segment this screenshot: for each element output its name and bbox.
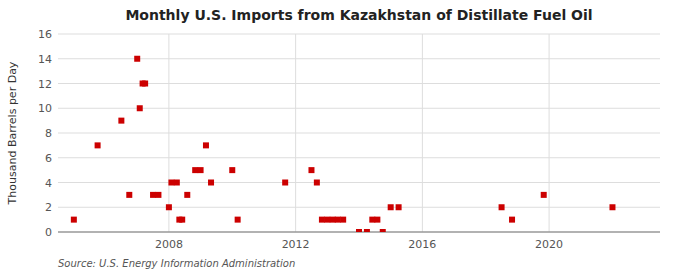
point <box>174 180 180 186</box>
points <box>71 56 616 232</box>
x-grid-line <box>422 34 423 232</box>
point <box>229 167 235 173</box>
y-tick-label: 10 <box>38 102 52 115</box>
y-tick-label: 4 <box>45 177 52 190</box>
x-grid-line <box>549 34 550 232</box>
x-tick-label: 2008 <box>155 238 183 251</box>
point <box>134 56 140 62</box>
point <box>184 192 190 198</box>
point <box>308 167 314 173</box>
point <box>71 217 77 223</box>
y-tick-label: 0 <box>45 226 52 239</box>
y-grid-line <box>58 207 660 208</box>
point <box>203 142 209 148</box>
point <box>126 192 132 198</box>
point <box>388 204 394 210</box>
y-axis-label: Thousand Barrels per Day <box>6 61 19 205</box>
chart: Monthly U.S. Imports from Kazakhstan of … <box>0 0 675 275</box>
y-grid-line <box>58 108 660 109</box>
y-grid-line <box>58 83 660 84</box>
point <box>235 217 241 223</box>
x-tick-label: 2020 <box>535 238 563 251</box>
point <box>137 105 143 111</box>
y-tick-label: 2 <box>45 201 52 214</box>
point <box>166 204 172 210</box>
point <box>282 180 288 186</box>
y-tick-label: 6 <box>45 152 52 165</box>
grid <box>58 34 660 232</box>
point <box>324 217 330 223</box>
point <box>499 204 505 210</box>
point <box>198 167 204 173</box>
title: Monthly U.S. Imports from Kazakhstan of … <box>125 7 592 23</box>
y-grid-line <box>58 157 660 158</box>
x-tick-label: 2012 <box>282 238 310 251</box>
y-grid-line <box>58 58 660 59</box>
point <box>208 180 214 186</box>
x-tick-label: 2016 <box>408 238 436 251</box>
point <box>364 229 370 232</box>
y-grid-line <box>58 182 660 183</box>
point <box>118 118 124 124</box>
point <box>609 204 615 210</box>
point <box>396 204 402 210</box>
point <box>374 217 380 223</box>
y-tick-label: 14 <box>38 53 52 66</box>
point <box>142 81 148 87</box>
point <box>192 167 198 173</box>
point <box>95 142 101 148</box>
point <box>314 180 320 186</box>
point <box>179 217 185 223</box>
point <box>541 192 547 198</box>
point <box>150 192 156 198</box>
point <box>380 229 386 232</box>
source-note: Source: U.S. Energy Information Administ… <box>58 258 295 269</box>
point <box>319 217 325 223</box>
y-grid-line <box>58 133 660 134</box>
point <box>340 217 346 223</box>
y-tick-label: 8 <box>45 127 52 140</box>
x-grid-line <box>168 34 169 232</box>
point <box>335 217 341 223</box>
point <box>168 180 174 186</box>
point <box>509 217 515 223</box>
point <box>155 192 161 198</box>
x-grid-line <box>295 34 296 232</box>
y-tick-label: 16 <box>38 28 52 41</box>
point <box>356 229 362 232</box>
y-tick-label: 12 <box>38 78 52 91</box>
y-grid-line <box>58 34 660 35</box>
